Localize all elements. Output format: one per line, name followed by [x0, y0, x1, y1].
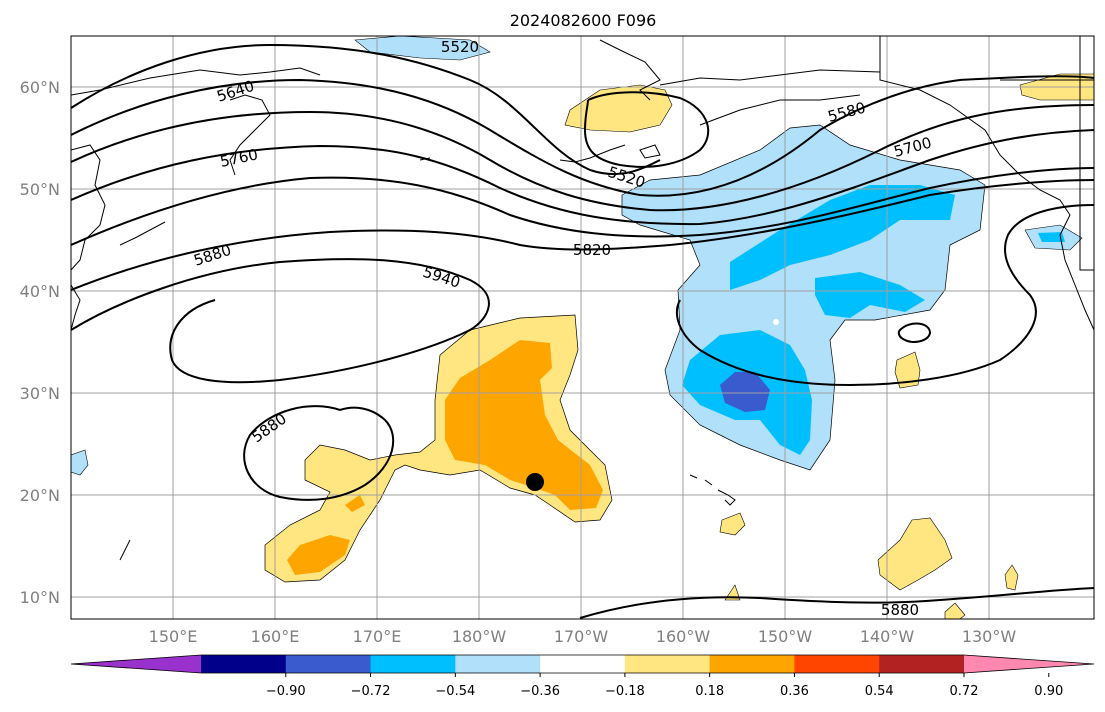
colorbar-segment	[624, 655, 711, 673]
anomaly-fill-light-yellow	[944, 602, 966, 619]
anomaly-fill-light-yellow	[1004, 564, 1019, 591]
lat-label: 60°N	[20, 78, 60, 97]
colorbar-tick-label: −0.18	[605, 684, 645, 699]
colorbar-segment	[540, 655, 626, 673]
lon-label: 170°W	[554, 627, 609, 646]
colorbar-tick-label: 0.90	[1034, 684, 1063, 699]
contour-label: 5520	[441, 38, 479, 56]
lon-label: 160°E	[251, 627, 300, 646]
colorbar-segment	[201, 655, 287, 673]
colorbar-segment	[370, 655, 456, 673]
anomaly-fill-light-yellow	[894, 351, 921, 389]
lon-label: 150°W	[758, 627, 813, 646]
colorbar-tick-label: −0.36	[520, 684, 560, 699]
lon-label: 140°W	[860, 627, 915, 646]
colorbar-tick-label: 0.54	[865, 684, 894, 699]
colorbar: −0.90 −0.72 −0.54 −0.36 −0.18 0.18 0.36 0.54 0.7…	[70, 654, 1095, 699]
lon-label: 170°E	[353, 627, 402, 646]
anomaly-fill-orange	[345, 495, 365, 512]
map-frame	[70, 35, 1095, 620]
anomaly-fill-orange	[287, 535, 350, 575]
colorbar-tick-label: −0.54	[435, 684, 475, 699]
colorbar-segment	[455, 655, 541, 673]
lat-labels: 60°N 50°N 40°N 30°N 20°N 10°N	[20, 78, 60, 607]
colorbar-tick-label: −0.90	[266, 684, 306, 699]
colorbar-segment	[794, 655, 880, 673]
colorbar-segment	[285, 655, 372, 673]
anomaly-fill-light-yellow	[877, 517, 953, 591]
anomaly-fill-orange	[445, 340, 603, 510]
lat-label: 40°N	[20, 282, 60, 301]
map-title: 2024082600 F096	[510, 11, 657, 30]
colorbar-tick-label: 0.18	[695, 684, 724, 699]
lat-label: 20°N	[20, 486, 60, 505]
anomaly-fill-light-blue	[71, 449, 89, 476]
lon-label: 160°W	[656, 627, 711, 646]
colorbar-segment	[709, 655, 795, 673]
lon-label: 150°E	[149, 627, 198, 646]
colorbar-tick-label: 0.36	[780, 684, 809, 699]
lat-label: 10°N	[20, 588, 60, 607]
lon-labels: 150°E 160°E 170°E 180°W 170°W 160°W 150°…	[149, 627, 1017, 646]
colorbar-segment	[879, 655, 965, 673]
colorbar-extend-high	[964, 655, 1094, 673]
storm-marker	[526, 473, 544, 491]
anomaly-fill-light-yellow	[719, 512, 746, 536]
lon-label: 180°W	[452, 627, 507, 646]
station-marker	[773, 319, 779, 325]
coastlines	[71, 36, 1094, 561]
anomaly-fill-blue	[815, 272, 925, 318]
colorbar-outline	[70, 654, 1095, 674]
contour-label: 5880	[881, 601, 919, 619]
anomaly-fill-blue	[730, 185, 955, 290]
anomaly-fill-blue	[1038, 232, 1065, 242]
colorbar-tick-label: 0.72	[950, 684, 979, 699]
height-contours	[71, 43, 1094, 619]
lon-label: 130°W	[962, 627, 1017, 646]
map-content: 5520 5640 5760 5880 5940 5880 5820 5520 …	[71, 36, 1094, 619]
colorbar-extend-low	[71, 655, 201, 673]
lat-label: 50°N	[20, 180, 60, 199]
contour-label: 5820	[573, 241, 611, 259]
lat-label: 30°N	[20, 384, 60, 403]
anomaly-fill-medium-blue	[720, 372, 770, 412]
colorbar-tick-label: −0.72	[351, 684, 391, 699]
